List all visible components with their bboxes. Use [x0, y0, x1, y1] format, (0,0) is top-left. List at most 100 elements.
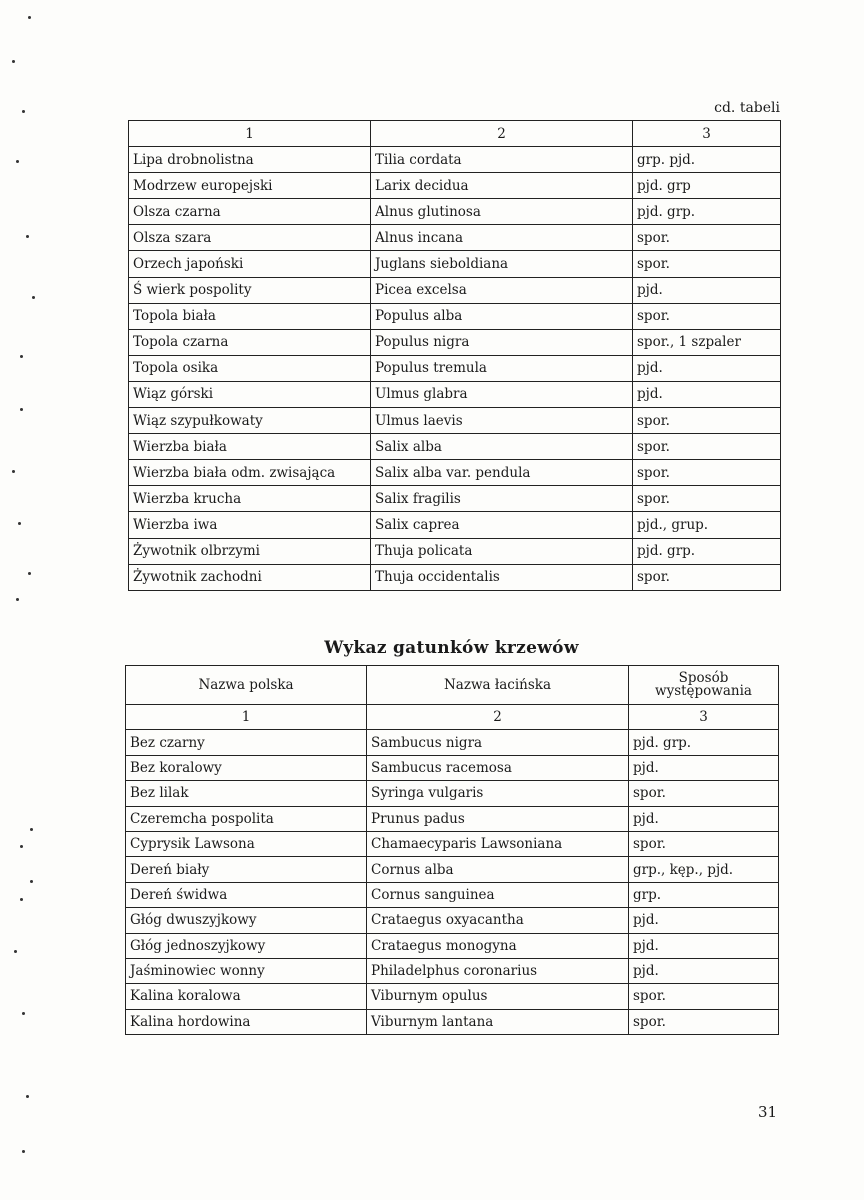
occurrence-cell: spor. — [632, 459, 781, 487]
occurrence-cell: pjd., grup. — [632, 511, 781, 539]
latin-name-cell: Viburnym lantana — [366, 1008, 629, 1036]
latin-name-cell: Salix alba var. pendula — [370, 459, 633, 487]
table-row: Dereń świdwa Cornus sanguinea grp. — [125, 881, 779, 909]
latin-name-cell: Viburnym opulus — [366, 983, 629, 1010]
latin-name-cell: Picea excelsa — [370, 276, 633, 304]
table-row: Żywotnik zachodni Thuja occidentalis spor. — [128, 563, 781, 591]
occurrence-cell: spor., 1 szpaler — [632, 328, 781, 356]
polish-name-cell: Bez czarny — [125, 729, 367, 756]
latin-name-cell: Tilia cordata — [370, 146, 633, 174]
occurrence-cell: spor. — [632, 433, 781, 461]
table-row: Wiąz górski Ulmus glabra pjd. — [128, 380, 781, 409]
table-row: Topola osika Populus tremula pjd. — [128, 354, 781, 382]
polish-name-cell: Wierzba iwa — [128, 511, 371, 539]
shrubs-table: Nazwa polska Nazwa łacińska Sposób wystę… — [125, 665, 779, 1036]
table-row: Cyprysik Lawsona Chamaecyparis Lawsoniana… — [125, 830, 779, 858]
column-number: 2 — [366, 703, 629, 731]
occurrence-cell: spor. — [632, 250, 781, 278]
table-row: Wiąz szypułkowaty Ulmus laevis spor. — [128, 407, 781, 435]
table-row: Olsza czarna Alnus glutinosa pjd. grp. — [128, 198, 781, 226]
occurrence-cell: spor. — [628, 830, 779, 858]
occurrence-cell: grp. — [628, 881, 779, 909]
latin-name-cell: Cornus sanguinea — [366, 881, 629, 909]
latin-name-cell: Crataegus monogyna — [366, 932, 629, 959]
table-row: Wierzba biała Salix alba spor. — [128, 433, 781, 461]
table-row: Topola biała Populus alba spor. — [128, 302, 781, 330]
table-row: Dereń biały Cornus alba grp., kęp., pjd. — [125, 856, 779, 883]
polish-name-cell: Topola biała — [128, 302, 371, 330]
occurrence-cell: spor. — [632, 485, 781, 513]
latin-name-cell: Alnus glutinosa — [370, 198, 633, 226]
polish-name-cell: Cyprysik Lawsona — [125, 830, 367, 858]
polish-name-cell: Głóg jednoszyjkowy — [125, 932, 367, 959]
latin-name-cell: Populus nigra — [370, 328, 633, 356]
table-row: Modrzew europejski Larix decidua pjd. grp — [128, 172, 781, 200]
latin-name-cell: Sambucus racemosa — [366, 754, 629, 782]
table-row: Żywotnik olbrzymi Thuja policata pjd. grp. — [128, 537, 781, 565]
column-number: 3 — [632, 119, 781, 148]
table-row: Wierzba krucha Salix fragilis spor. — [128, 485, 781, 513]
latin-name-cell: Philadelphus coronarius — [366, 957, 629, 985]
column-number: 1 — [128, 119, 371, 148]
occurrence-cell: pjd. grp. — [628, 729, 779, 756]
header-cell: Nazwa łacińska — [366, 665, 629, 705]
occurrence-cell: pjd. — [632, 354, 781, 382]
polish-name-cell: Bez lilak — [125, 780, 367, 807]
occurrence-cell: spor. — [632, 302, 781, 330]
table-row: Głóg dwuszyjkowy Crataegus oxyacantha pjd. — [125, 907, 779, 934]
table-row: Wierzba biała odm. zwisająca Salix alba v… — [128, 459, 781, 487]
latin-name-cell: Chamaecyparis Lawsoniana — [366, 830, 629, 858]
polish-name-cell: Kalina koralowa — [125, 983, 367, 1010]
header-cell: Sposób występowania — [628, 665, 779, 705]
occurrence-cell: pjd. — [628, 932, 779, 959]
page-number: 31 — [758, 1103, 778, 1121]
table-row: Bez lilak Syringa vulgaris spor. — [125, 780, 779, 807]
table-row: Olsza szara Alnus incana spor. — [128, 224, 781, 252]
polish-name-cell: Dereń biały — [125, 856, 367, 883]
latin-name-cell: Cornus alba — [366, 856, 629, 883]
table-row: Kalina hordowina Viburnym lantana spor. — [125, 1008, 779, 1036]
occurrence-cell: grp., kęp., pjd. — [628, 856, 779, 883]
polish-name-cell: Wierzba krucha — [128, 485, 371, 513]
polish-name-cell: Wierzba biała odm. zwisająca — [128, 459, 371, 487]
latin-name-cell: Sambucus nigra — [366, 729, 629, 756]
table-row: Jaśminowiec wonny Philadelphus coronarius… — [125, 957, 779, 985]
occurrence-cell: pjd. — [632, 380, 781, 409]
table-row: Lipa drobnolistna Tilia cordata grp. pjd. — [128, 146, 781, 174]
table-row: Bez czarny Sambucus nigra pjd. grp. — [125, 729, 779, 756]
occurrence-cell: spor. — [628, 983, 779, 1010]
occurrence-cell: grp. pjd. — [632, 146, 781, 174]
occurrence-cell: pjd. — [628, 957, 779, 985]
polish-name-cell: Wierzba biała — [128, 433, 371, 461]
latin-name-cell: Larix decidua — [370, 172, 633, 200]
polish-name-cell: Olsza czarna — [128, 198, 371, 226]
latin-name-cell: Populus tremula — [370, 354, 633, 382]
table-row: Orzech japoński Juglans sieboldiana spor. — [128, 250, 781, 278]
header-row: Nazwa polska Nazwa łacińska Sposób wystę… — [125, 665, 779, 705]
occurrence-cell: pjd. grp. — [632, 198, 781, 226]
polish-name-cell: Głóg dwuszyjkowy — [125, 907, 367, 934]
polish-name-cell: Wiąz szypułkowaty — [128, 407, 371, 435]
column-number: 2 — [370, 119, 633, 148]
table-row: Czeremcha pospolita Prunus padus pjd. — [125, 805, 779, 832]
occurrence-cell: spor. — [628, 780, 779, 807]
latin-name-cell: Syringa vulgaris — [366, 780, 629, 807]
column-number: 1 — [125, 703, 367, 731]
occurrence-cell: spor. — [632, 563, 781, 591]
header-cell: Nazwa polska — [125, 665, 367, 705]
polish-name-cell: Żywotnik zachodni — [128, 563, 371, 591]
table-row: Głóg jednoszyjkowy Crataegus monogyna pjd. — [125, 932, 779, 959]
occurrence-cell: pjd. — [628, 907, 779, 934]
table-row: Kalina koralowa Viburnym opulus spor. — [125, 983, 779, 1010]
polish-name-cell: Czeremcha pospolita — [125, 805, 367, 832]
polish-name-cell: Wiąz górski — [128, 380, 371, 409]
trees-table: 1 2 3 Lipa drobnolistna Tilia cordata grp. pj… — [128, 119, 781, 591]
polish-name-cell: Topola osika — [128, 354, 371, 382]
polish-name-cell: Topola czarna — [128, 328, 371, 356]
continuation-label: cd. tabeli — [714, 100, 780, 116]
polish-name-cell: Orzech japoński — [128, 250, 371, 278]
table-row: Wierzba iwa Salix caprea pjd., grup. — [128, 511, 781, 539]
polish-name-cell: Lipa drobnolistna — [128, 146, 371, 174]
occurrence-cell: spor. — [632, 224, 781, 252]
